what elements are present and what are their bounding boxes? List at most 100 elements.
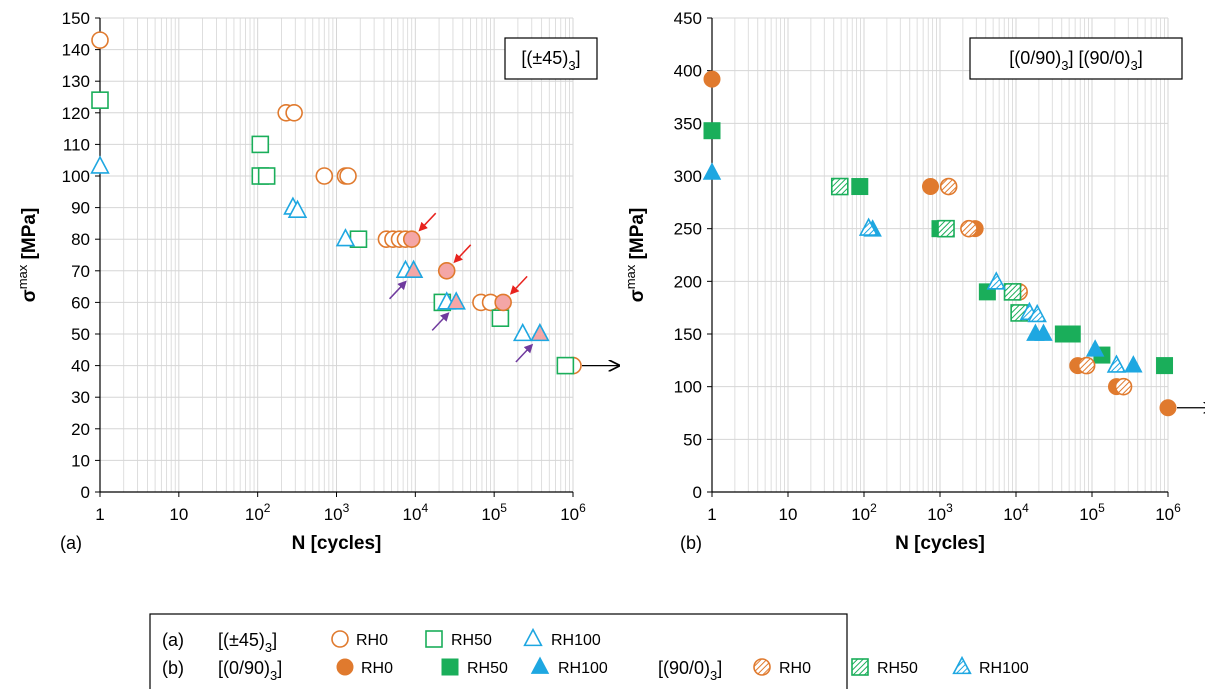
laminate-label: [(±45)3] xyxy=(521,48,580,73)
data-point xyxy=(1027,303,1047,323)
data-point xyxy=(1114,377,1133,396)
data-point xyxy=(960,219,978,238)
laminate-label: [(0/90)3] [(90/0)3] xyxy=(1009,48,1143,73)
y-tick-label: 90 xyxy=(71,199,90,218)
x-tick-base: 10 xyxy=(481,505,500,524)
legend-marker xyxy=(523,627,543,647)
data-point xyxy=(556,356,575,375)
legend-box xyxy=(149,613,848,689)
data-point xyxy=(287,199,308,218)
laminate-label-subscript: 3 xyxy=(1061,58,1068,73)
legend-laminate-subscript: 3 xyxy=(265,640,272,655)
legend-item-label: RH0 xyxy=(779,660,811,677)
y-tick-label: 70 xyxy=(71,262,90,281)
panel-label: (a) xyxy=(60,533,82,553)
legend-marker xyxy=(441,658,459,676)
data-point xyxy=(1159,399,1177,417)
x-tick-base: 10 xyxy=(1079,505,1098,524)
data-point xyxy=(494,293,512,312)
legend: (a) [(±45)3] RH0 RH50 RH100(b) [(0/90)3] RH0 RH… xyxy=(149,613,1029,689)
data-point xyxy=(1034,323,1053,341)
y-axis-label: σmax [MPa] xyxy=(15,208,40,303)
y-axis-label-symbol: σ xyxy=(19,289,40,302)
laminate-label-part: [(0/90) xyxy=(1009,48,1061,68)
y-tick-label: 130 xyxy=(62,72,90,91)
x-tick-exponent: 4 xyxy=(1022,501,1029,515)
x-tick-label: 1 xyxy=(707,505,716,524)
series-rh50-hatch xyxy=(830,177,1028,322)
y-tick-label: 150 xyxy=(62,9,90,28)
legend-item-label: RH50 xyxy=(451,632,492,649)
data-point xyxy=(437,261,456,280)
data-point xyxy=(703,70,721,88)
x-tick-label: 102 xyxy=(851,501,877,524)
legend-laminate-part: ] xyxy=(272,630,277,650)
data-point xyxy=(335,228,356,247)
x-tick-base: 10 xyxy=(1003,505,1022,524)
x-tick-label: 103 xyxy=(324,501,350,524)
legend-item-label: RH0 xyxy=(361,660,393,677)
y-tick-label: 250 xyxy=(674,220,702,239)
legend-laminate-part: [(±45) xyxy=(218,630,265,650)
data-point xyxy=(90,155,110,174)
y-tick-label: 400 xyxy=(674,62,702,81)
x-tick-exponent: 3 xyxy=(343,501,350,515)
x-tick-base: 1 xyxy=(707,505,716,524)
y-axis-label-superscript: max xyxy=(623,264,638,289)
y-tick-label: 80 xyxy=(71,230,90,249)
x-tick-label: 105 xyxy=(481,501,507,524)
laminate-label-part: ] [(90/0) xyxy=(1068,48,1130,68)
x-tick-label: 104 xyxy=(1003,501,1029,524)
x-tick-base: 10 xyxy=(324,505,343,524)
data-point xyxy=(1085,339,1105,357)
data-point xyxy=(703,122,721,140)
data-point xyxy=(1156,357,1174,375)
y-tick-label: 200 xyxy=(674,272,702,291)
laminate-label-box xyxy=(504,37,598,80)
x-tick-label: 10 xyxy=(169,505,188,524)
purple-arrow xyxy=(431,312,450,331)
x-tick-label: 102 xyxy=(245,501,271,524)
laminate-label-subscript: 3 xyxy=(568,58,575,73)
data-point xyxy=(1106,354,1127,373)
x-tick-exponent: 4 xyxy=(421,501,428,515)
y-tick-label: 110 xyxy=(63,135,90,154)
legend-item-label: RH100 xyxy=(558,660,608,677)
y-tick-label: 40 xyxy=(71,357,90,376)
data-point xyxy=(922,178,940,196)
legend-row-b2-laminate: [(90/0)3] xyxy=(658,658,722,683)
legend-marker xyxy=(425,630,443,648)
y-axis-label-superscript: max xyxy=(15,264,30,289)
x-tick-base: 1 xyxy=(95,505,104,524)
data-point xyxy=(251,135,270,154)
y-tick-label: 100 xyxy=(62,167,90,186)
x-tick-label: 106 xyxy=(560,501,586,524)
laminate-label-box xyxy=(969,37,1183,80)
x-tick-exponent: 5 xyxy=(1098,501,1105,515)
red-arrow xyxy=(509,275,528,295)
x-tick-base: 10 xyxy=(779,505,798,524)
data-point xyxy=(339,167,357,185)
legend-item-label: RH50 xyxy=(877,660,918,677)
legend-laminate-subscript: 3 xyxy=(270,668,277,683)
data-point xyxy=(257,167,276,185)
data-point xyxy=(91,91,109,109)
legend-laminate-part: [(90/0) xyxy=(658,658,710,678)
x-tick-exponent: 5 xyxy=(500,501,507,515)
x-tick-exponent: 6 xyxy=(579,501,586,515)
x-tick-label: 103 xyxy=(927,501,953,524)
x-tick-exponent: 2 xyxy=(264,501,271,515)
x-tick-label: 106 xyxy=(1155,501,1181,524)
y-tick-label: 100 xyxy=(674,378,702,397)
x-tick-base: 10 xyxy=(927,505,946,524)
x-tick-base: 10 xyxy=(851,505,870,524)
laminate-label-part: [(±45) xyxy=(521,48,568,68)
laminate-label-subscript: 3 xyxy=(1131,58,1138,73)
y-tick-label: 30 xyxy=(71,388,90,407)
x-tick-base: 10 xyxy=(245,505,264,524)
legend-item-label: RH100 xyxy=(979,660,1029,677)
y-tick-label: 300 xyxy=(674,167,702,186)
legend-item-label: RH0 xyxy=(356,632,388,649)
data-point xyxy=(939,177,958,196)
